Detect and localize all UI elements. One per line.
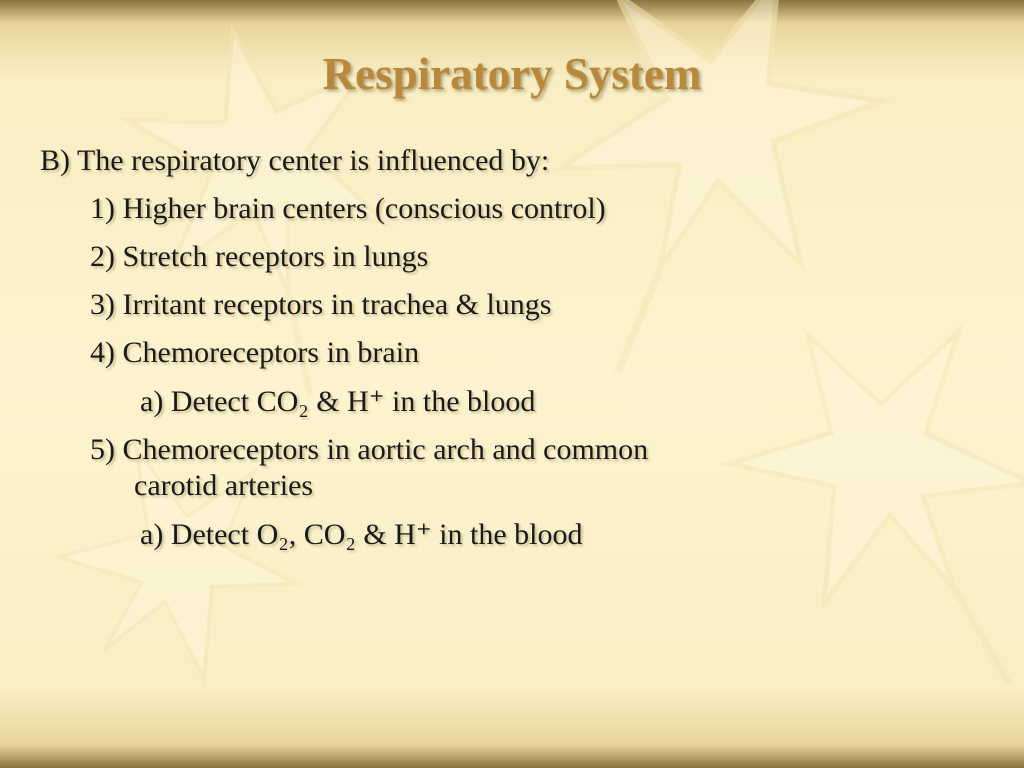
body-item-5a: a) Detect O₂, CO₂ & H⁺ in the blood bbox=[140, 517, 984, 552]
body-item-3: 3) Irritant receptors in trachea & lungs bbox=[90, 288, 984, 322]
slide-title: Respiratory System bbox=[0, 0, 1024, 100]
body-item-1: 1) Higher brain centers (conscious contr… bbox=[90, 192, 984, 226]
body-item-4a: a) Detect CO₂ & H⁺ in the blood bbox=[140, 384, 984, 419]
body-item-4: 4) Chemoreceptors in brain bbox=[90, 336, 984, 370]
body-intro: B) The respiratory center is influenced … bbox=[40, 144, 984, 178]
body-item-5-line1: 5) Chemoreceptors in aortic arch and com… bbox=[90, 433, 984, 467]
body-item-2: 2) Stretch receptors in lungs bbox=[90, 240, 984, 274]
slide-body: B) The respiratory center is influenced … bbox=[0, 100, 1024, 552]
body-item-5-line2: carotid arteries bbox=[134, 469, 984, 503]
